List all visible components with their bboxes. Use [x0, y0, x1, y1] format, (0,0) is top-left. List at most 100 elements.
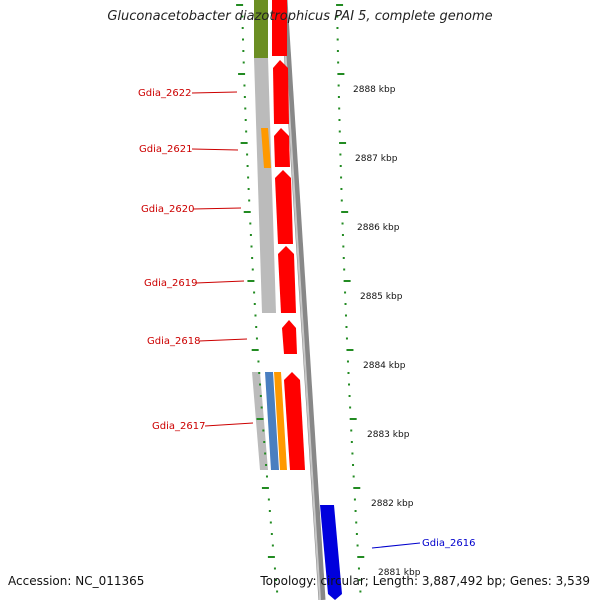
right-tick-mark — [341, 211, 349, 213]
left-tick-mark — [255, 337, 258, 340]
right-tick-mark — [355, 533, 358, 535]
left-tick-mark — [236, 4, 244, 6]
right-tick-mark — [350, 441, 353, 443]
right-tick-mark — [343, 280, 351, 282]
left-tick-mark — [254, 314, 257, 317]
leader-line-2617 — [204, 422, 254, 427]
left-tick-mark — [258, 372, 261, 374]
leader-line-2621 — [191, 148, 239, 151]
left-tick-mark — [241, 15, 244, 18]
left-tick-mark — [242, 38, 245, 41]
left-tick-mark — [245, 130, 248, 133]
right-tick-mark — [339, 153, 342, 156]
right-tick-mark — [352, 464, 355, 466]
gene-label-2617: Gdia_2617 — [152, 421, 205, 432]
left-tick-mark — [267, 556, 275, 558]
left-tick-mark — [263, 441, 266, 443]
right-tick-mark — [336, 38, 339, 41]
left-tick-mark — [243, 211, 251, 213]
left-tick-mark — [251, 268, 254, 271]
gene-block-olive — [254, 0, 268, 58]
left-tick-mark — [276, 590, 279, 593]
gene-label-2619: Gdia_2619 — [144, 278, 197, 289]
left-tick-mark — [248, 199, 251, 202]
gene-block-orange-2621 — [261, 128, 271, 168]
right-tick-mark — [336, 50, 339, 52]
left-tick-mark — [259, 383, 262, 386]
left-tick-mark — [238, 73, 246, 75]
gene-label-2621: Gdia_2621 — [139, 144, 192, 155]
right-tick-mark — [357, 567, 360, 570]
left-tick-mark — [246, 153, 249, 156]
left-tick-mark — [265, 464, 268, 466]
right-tick-mark — [338, 119, 341, 121]
genome-summary-text: Topology: circular; Length: 3,887,492 bp… — [260, 574, 590, 588]
left-tick-mark — [247, 176, 250, 179]
right-tick-mark — [348, 383, 351, 386]
right-tick-mark — [337, 61, 340, 64]
left-tick-mark — [249, 234, 252, 236]
genome-backbone — [280, 0, 326, 600]
cds-arrow-2621 — [274, 128, 290, 167]
right-tick-mark — [353, 498, 356, 501]
right-tick-mark — [357, 556, 365, 558]
gene-block-gray-2617a — [252, 372, 268, 470]
tick-label-2886: 2886 kbp — [357, 223, 400, 233]
gene-label-2618: Gdia_2618 — [147, 336, 200, 347]
right-tick-mark — [346, 360, 349, 363]
gene-block-steelblue-2617 — [265, 372, 279, 470]
right-tick-mark — [336, 15, 339, 18]
right-tick-mark — [359, 590, 362, 593]
leader-line-2622 — [191, 91, 238, 94]
tick-label-2883: 2883 kbp — [367, 430, 410, 440]
left-tick-mark — [242, 50, 245, 52]
cds-arrow-2619 — [278, 246, 296, 313]
right-tick-mark — [358, 579, 361, 581]
right-tick-mark — [352, 475, 355, 478]
left-tick-mark — [243, 84, 246, 87]
right-tick-mark — [341, 222, 344, 225]
left-tick-mark — [275, 579, 278, 581]
left-tick-mark — [273, 567, 276, 570]
right-tick-mark — [345, 326, 348, 328]
left-tick-mark — [244, 119, 247, 121]
gene-label-2620: Gdia_2620 — [141, 204, 194, 215]
leader-line-2620 — [192, 207, 242, 210]
right-tick-mark — [339, 165, 342, 167]
right-tick-mark — [344, 314, 347, 317]
left-tick-mark — [241, 27, 244, 29]
tick-label-2885: 2885 kbp — [360, 292, 403, 302]
left-tick-mark — [267, 498, 270, 501]
left-tick-mark — [261, 487, 269, 489]
right-tick-mark — [348, 395, 351, 397]
cds-arrow-2616 — [320, 505, 342, 600]
right-tick-mark — [337, 84, 340, 87]
cds-arrow-2620 — [275, 170, 293, 244]
right-tick-mark — [344, 303, 347, 305]
leader-line-2619 — [195, 280, 245, 284]
left-tick-mark — [242, 61, 245, 64]
left-tick-mark — [269, 521, 272, 524]
left-tick-mark — [243, 96, 246, 98]
left-tick-mark — [265, 475, 268, 478]
gene-label-2616: Gdia_2616 — [422, 538, 475, 549]
right-tick-mark — [342, 245, 345, 248]
right-tick-mark — [349, 418, 357, 420]
right-tick-mark — [339, 142, 347, 144]
left-tick-mark — [251, 257, 254, 259]
tick-label-2881: 2881 kbp — [378, 568, 421, 578]
cds-arrow-2618 — [282, 320, 297, 354]
left-tick-mark — [251, 349, 259, 351]
right-tick-mark — [355, 521, 358, 524]
leader-line-2616 — [371, 542, 421, 549]
left-tick-mark — [246, 165, 249, 167]
genome-title: Gluconacetobacter diazotrophicus PAI 5, … — [107, 9, 493, 24]
left-tick-mark — [270, 533, 273, 535]
left-tick-mark — [259, 395, 262, 397]
leader-line-2618 — [198, 338, 248, 342]
accession-text: Accession: NC_011365 — [8, 574, 145, 588]
right-tick-mark — [341, 234, 344, 236]
tick-label-2888: 2888 kbp — [353, 85, 396, 95]
